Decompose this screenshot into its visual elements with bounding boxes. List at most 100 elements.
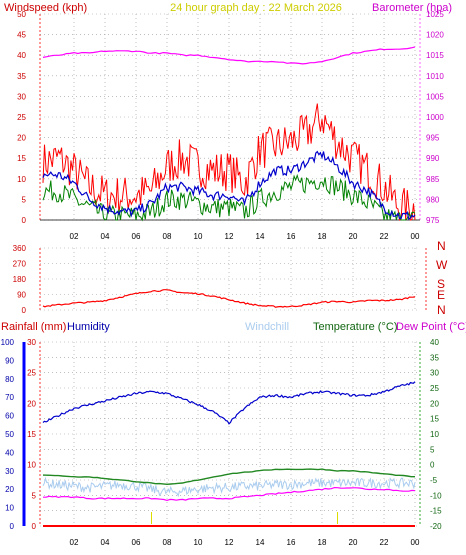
graph-date-title: 24 hour graph day : 22 March 2026 (170, 2, 342, 14)
wind-xtick-00: 00 (411, 232, 420, 241)
dewpoint-title: Dew Point (°C) (396, 321, 466, 333)
wind-xtick-22: 22 (380, 232, 389, 241)
humidity-ytick-40: 40 (5, 448, 14, 457)
temperature-ytick--5: -5 (430, 476, 438, 485)
wind-ytick-40: 40 (17, 51, 26, 60)
humidity-xtick-08: 08 (163, 538, 172, 547)
wind-ytick-5: 5 (22, 195, 27, 204)
wind-ytick-50: 50 (17, 10, 26, 19)
rainfall-ytick-25: 25 (27, 369, 36, 378)
direction-label-w: W (436, 258, 448, 272)
wind-ytick-20: 20 (17, 134, 26, 143)
direction-label-n-bottom: N (437, 303, 446, 317)
wind-xtick-04: 04 (101, 232, 110, 241)
humidity-ytick-70: 70 (5, 393, 14, 402)
humidity-ytick-60: 60 (5, 412, 14, 421)
temperature-ytick-0: 0 (430, 461, 435, 470)
humidity-xtick-02: 02 (70, 538, 79, 547)
wind-ytick-25: 25 (17, 113, 26, 122)
wind-xtick-06: 06 (132, 232, 141, 241)
humidity-xtick-16: 16 (287, 538, 296, 547)
humidity-xtick-12: 12 (225, 538, 234, 547)
wind-ytick-45: 45 (17, 31, 26, 40)
barometer-ytick-1025: 1025 (426, 10, 444, 19)
humidity-line (42, 381, 416, 425)
barometer-ytick-995: 995 (426, 134, 440, 143)
direction-ytick-270: 270 (13, 260, 27, 269)
temperature-ytick-5: 5 (430, 445, 435, 454)
barometer-ytick-1015: 1015 (426, 51, 444, 60)
wind-gust-line (42, 103, 416, 221)
direction-label-s: S (437, 277, 445, 291)
rainfall-ytick-30: 30 (27, 338, 36, 347)
rainfall-ytick-5: 5 (32, 491, 37, 500)
temperature-ytick--15: -15 (430, 507, 442, 516)
barometer-ytick-990: 990 (426, 154, 440, 163)
temperature-title: Temperature (°C) (313, 321, 397, 333)
temperature-ytick--20: -20 (430, 522, 442, 531)
rainfall-title: Rainfall (mm) (1, 321, 66, 333)
rainfall-ytick-20: 20 (27, 399, 36, 408)
rainfall-ytick-10: 10 (27, 461, 36, 470)
direction-ytick-90: 90 (17, 291, 26, 300)
temperature-ytick-25: 25 (430, 384, 439, 393)
wind-xtick-18: 18 (318, 232, 327, 241)
barometer-ytick-1000: 1000 (426, 113, 444, 122)
wind-avg-line (42, 150, 416, 220)
wind-xtick-02: 02 (70, 232, 79, 241)
humidity-ytick-10: 10 (5, 504, 14, 513)
direction-ytick-180: 180 (13, 275, 27, 284)
humidity-ytick-50: 50 (5, 430, 14, 439)
dewpoint-line (43, 486, 416, 502)
direction-ytick-0: 0 (22, 306, 27, 315)
barometer-ytick-980: 980 (426, 195, 440, 204)
humidity-ytick-80: 80 (5, 375, 14, 384)
wind-ytick-15: 15 (17, 154, 26, 163)
direction-line (42, 289, 416, 308)
humidity-xtick-04: 04 (101, 538, 110, 547)
direction-label-e: E (437, 288, 445, 302)
temperature-ytick-35: 35 (430, 353, 439, 362)
humidity-xtick-22: 22 (380, 538, 389, 547)
wind-ytick-10: 10 (17, 175, 26, 184)
wind-xtick-14: 14 (256, 232, 265, 241)
wind-xtick-16: 16 (287, 232, 296, 241)
barometer-title: Barometer (hpa) (372, 2, 452, 14)
humidity-ytick-90: 90 (5, 356, 14, 365)
humidity-title: Humidity (67, 321, 110, 333)
temperature-ytick-30: 30 (430, 369, 439, 378)
humidity-ytick-100: 100 (1, 338, 15, 347)
wind-xtick-20: 20 (349, 232, 358, 241)
barometer-ytick-1005: 1005 (426, 92, 444, 101)
windchill-title: Windchill (245, 321, 289, 333)
windchill-line (42, 476, 416, 498)
wind-xtick-10: 10 (194, 232, 203, 241)
windspeed-title: Windspeed (kph) (4, 2, 87, 14)
rainfall-ytick-0: 0 (32, 522, 37, 531)
humidity-ytick-0: 0 (10, 522, 15, 531)
wind-ytick-35: 35 (17, 72, 26, 81)
humidity-ytick-30: 30 (5, 467, 14, 476)
barometer-ytick-985: 985 (426, 175, 440, 184)
humidity-ytick-20: 20 (5, 485, 14, 494)
barometer-line (42, 46, 416, 65)
humidity-xtick-18: 18 (318, 538, 327, 547)
humidity-xtick-00: 00 (411, 538, 420, 547)
humidity-xtick-20: 20 (349, 538, 358, 547)
temperature-ytick-15: 15 (430, 415, 439, 424)
wind-low-line (42, 173, 416, 222)
temperature-ytick-10: 10 (430, 430, 439, 439)
wind-ytick-0: 0 (22, 216, 27, 225)
barometer-ytick-1020: 1020 (426, 31, 444, 40)
barometer-ytick-1010: 1010 (426, 72, 444, 81)
wind-ytick-30: 30 (17, 92, 26, 101)
barometer-ytick-975: 975 (426, 216, 440, 225)
temperature-ytick-40: 40 (430, 338, 439, 347)
direction-ytick-360: 360 (13, 244, 27, 253)
temperature-ytick-20: 20 (430, 399, 439, 408)
humidity-xtick-06: 06 (132, 538, 141, 547)
wind-xtick-12: 12 (225, 232, 234, 241)
humidity-xtick-14: 14 (256, 538, 265, 547)
